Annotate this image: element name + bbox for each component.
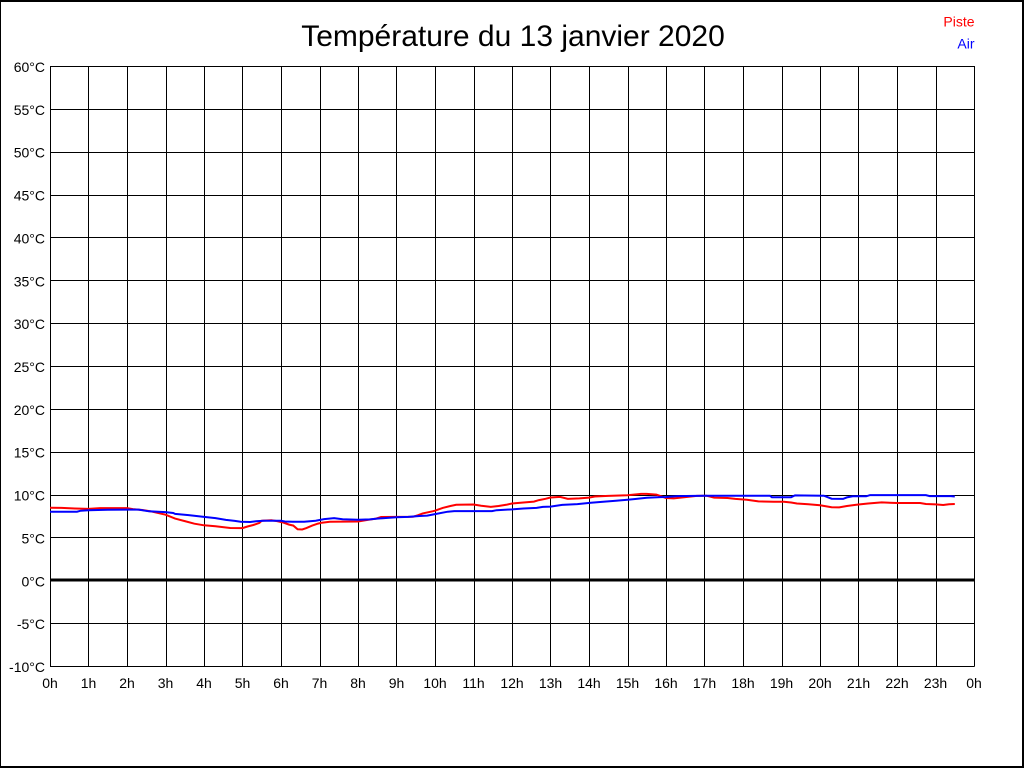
- svg-text:0°C: 0°C: [22, 573, 46, 589]
- svg-text:50°C: 50°C: [14, 145, 45, 161]
- svg-text:25°C: 25°C: [14, 359, 45, 375]
- svg-text:21h: 21h: [847, 675, 870, 691]
- svg-text:20h: 20h: [808, 675, 831, 691]
- svg-text:11h: 11h: [462, 675, 484, 691]
- svg-text:16h: 16h: [654, 675, 677, 691]
- svg-text:35°C: 35°C: [14, 273, 45, 289]
- svg-text:40°C: 40°C: [14, 230, 45, 246]
- svg-text:23h: 23h: [924, 675, 947, 691]
- svg-text:-10°C: -10°C: [9, 659, 45, 675]
- svg-text:17h: 17h: [693, 675, 716, 691]
- svg-text:10h: 10h: [423, 675, 446, 691]
- svg-text:14h: 14h: [577, 675, 600, 691]
- svg-text:Air: Air: [957, 36, 974, 52]
- svg-text:30°C: 30°C: [14, 316, 45, 332]
- svg-text:8h: 8h: [350, 675, 366, 691]
- svg-text:60°C: 60°C: [14, 59, 45, 75]
- svg-text:1h: 1h: [81, 675, 97, 691]
- svg-text:Température du 13 janvier 2020: Température du 13 janvier 2020: [301, 20, 725, 53]
- svg-text:5h: 5h: [235, 675, 251, 691]
- svg-text:22h: 22h: [885, 675, 908, 691]
- svg-text:7h: 7h: [312, 675, 328, 691]
- svg-text:45°C: 45°C: [14, 188, 45, 204]
- svg-text:15h: 15h: [616, 675, 639, 691]
- svg-text:55°C: 55°C: [14, 102, 45, 118]
- svg-text:0h: 0h: [966, 675, 982, 691]
- svg-text:4h: 4h: [196, 675, 212, 691]
- svg-text:3h: 3h: [158, 675, 174, 691]
- svg-text:6h: 6h: [273, 675, 289, 691]
- svg-text:9h: 9h: [389, 675, 405, 691]
- svg-text:-5°C: -5°C: [17, 616, 45, 632]
- svg-text:12h: 12h: [500, 675, 523, 691]
- svg-text:Piste: Piste: [943, 14, 974, 30]
- svg-text:0h: 0h: [42, 675, 58, 691]
- svg-text:13h: 13h: [539, 675, 562, 691]
- svg-text:5°C: 5°C: [22, 530, 46, 546]
- svg-text:18h: 18h: [731, 675, 754, 691]
- svg-text:19h: 19h: [770, 675, 793, 691]
- svg-text:10°C: 10°C: [14, 488, 45, 504]
- svg-text:2h: 2h: [119, 675, 135, 691]
- svg-text:20°C: 20°C: [14, 402, 45, 418]
- svg-text:15°C: 15°C: [14, 445, 45, 461]
